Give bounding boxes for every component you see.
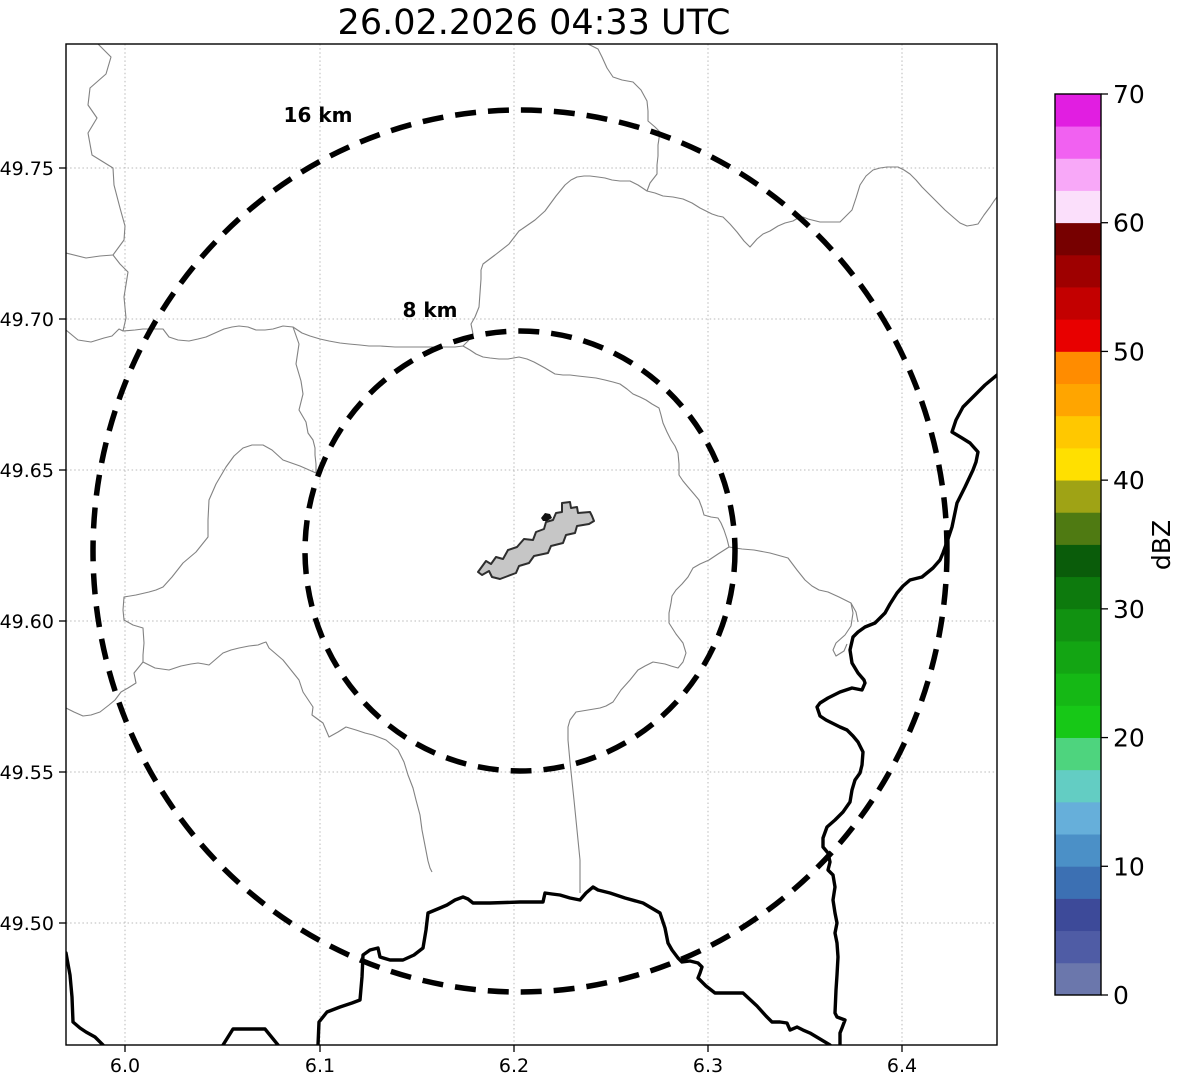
colorbar-segment: [1055, 898, 1101, 932]
river-line-mid-west-east: [66, 325, 730, 548]
x-tick-label: 6.2: [499, 1055, 529, 1077]
colorbar-segment: [1055, 447, 1101, 481]
city-center-mark: [541, 513, 552, 521]
colorbar-tick-label: 10: [1113, 852, 1145, 881]
colorbar-segments: [1055, 94, 1101, 996]
axis-tick-marks: [59, 167, 903, 1052]
colorbar-segment: [1055, 673, 1101, 706]
colorbar-segment: [1055, 319, 1101, 352]
colorbar-segment: [1055, 641, 1101, 674]
country-border-bottom-bump: [221, 1027, 280, 1045]
city-boundary-polygon: [477, 501, 595, 580]
colorbar-frame: [1054, 93, 1102, 996]
river-line-north: [521, 166, 997, 248]
river-network: [66, 44, 997, 893]
colorbar-unit-label: dBZ: [1147, 520, 1176, 570]
x-tick-label: 6.4: [887, 1055, 917, 1077]
river-line-southwest-edge: [66, 661, 144, 717]
ring-label-16km: 16 km: [284, 103, 353, 127]
colorbar-segment: [1055, 962, 1101, 996]
country-borders: [66, 373, 997, 1045]
country-border-southwest: [66, 951, 105, 1045]
range-rings: [90, 107, 950, 995]
river-branch-west: [66, 252, 114, 259]
colorbar-segment: [1055, 576, 1101, 610]
grid-lines: [66, 44, 997, 1045]
colorbar-tick-label: 0: [1113, 981, 1129, 1010]
y-tick-label: 49.55: [0, 762, 54, 784]
x-tick-label: 6.3: [693, 1055, 723, 1077]
colorbar-tick-label: 70: [1113, 80, 1145, 109]
colorbar-tick-label: 50: [1113, 337, 1145, 366]
range-ring-8km: [302, 328, 738, 774]
colorbar-tick-label: 40: [1113, 466, 1145, 495]
colorbar-segment: [1055, 480, 1101, 513]
river-line-northwest: [87, 44, 129, 332]
country-border-east: [815, 373, 997, 1045]
colorbar-segment: [1055, 158, 1101, 191]
y-tick-label: 49.50: [0, 913, 54, 935]
colorbar-segment: [1055, 834, 1101, 867]
city-shape: [477, 501, 595, 580]
colorbar-segment: [1055, 94, 1101, 127]
y-axis-labels: 49.75 49.70 49.65 49.60 49.55 49.50: [0, 158, 54, 935]
colorbar-segment: [1055, 287, 1101, 320]
colorbar-segment: [1055, 126, 1101, 159]
river-line-center-vertical: [292, 326, 317, 473]
colorbar-segment: [1055, 383, 1101, 417]
colorbar-tick-label: 20: [1113, 724, 1145, 753]
colorbar-segment: [1055, 930, 1101, 964]
y-tick-label: 49.60: [0, 611, 54, 633]
country-border-south: [316, 885, 832, 1045]
river-line-east: [728, 546, 859, 623]
figure-title: 26.02.2026 04:33 UTC: [338, 3, 731, 43]
y-tick-label: 49.75: [0, 158, 54, 180]
colorbar-tick-label: 60: [1113, 209, 1145, 238]
river-line-south-east: [567, 546, 730, 893]
y-tick-label: 49.65: [0, 460, 54, 482]
river-arc-southwest: [122, 444, 317, 662]
colorbar-segment: [1055, 544, 1101, 578]
colorbar: 0 10 20 30 40 50 60 70 dBZ: [1054, 80, 1176, 1010]
ring-label-8km: 8 km: [402, 298, 457, 322]
colorbar-segment: [1055, 512, 1101, 545]
colorbar-segment: [1055, 737, 1101, 771]
colorbar-segment: [1055, 705, 1101, 738]
colorbar-segment: [1055, 222, 1101, 256]
x-tick-label: 6.0: [110, 1055, 140, 1077]
colorbar-segment: [1055, 351, 1101, 385]
colorbar-ticks: 0 10 20 30 40 50 60 70: [1101, 80, 1145, 1010]
x-tick-label: 6.1: [305, 1055, 335, 1077]
plot-frame: [65, 43, 998, 1046]
river-loop-east: [832, 602, 854, 657]
river-line-south: [142, 641, 433, 873]
x-axis-labels: 6.0 6.1 6.2 6.3 6.4: [110, 1055, 917, 1077]
colorbar-segment: [1055, 866, 1101, 899]
colorbar-tick-label: 30: [1113, 595, 1145, 624]
river-line-north-connector: [462, 228, 523, 347]
colorbar-segment: [1055, 254, 1101, 288]
colorbar-segment: [1055, 415, 1101, 449]
colorbar-segment: [1055, 769, 1101, 803]
colorbar-segment: [1055, 801, 1101, 835]
range-ring-16km: [90, 107, 950, 995]
colorbar-segment: [1055, 190, 1101, 224]
colorbar-segment: [1055, 608, 1101, 642]
river-line-top-vertical: [587, 44, 661, 192]
y-tick-label: 49.70: [0, 309, 54, 331]
